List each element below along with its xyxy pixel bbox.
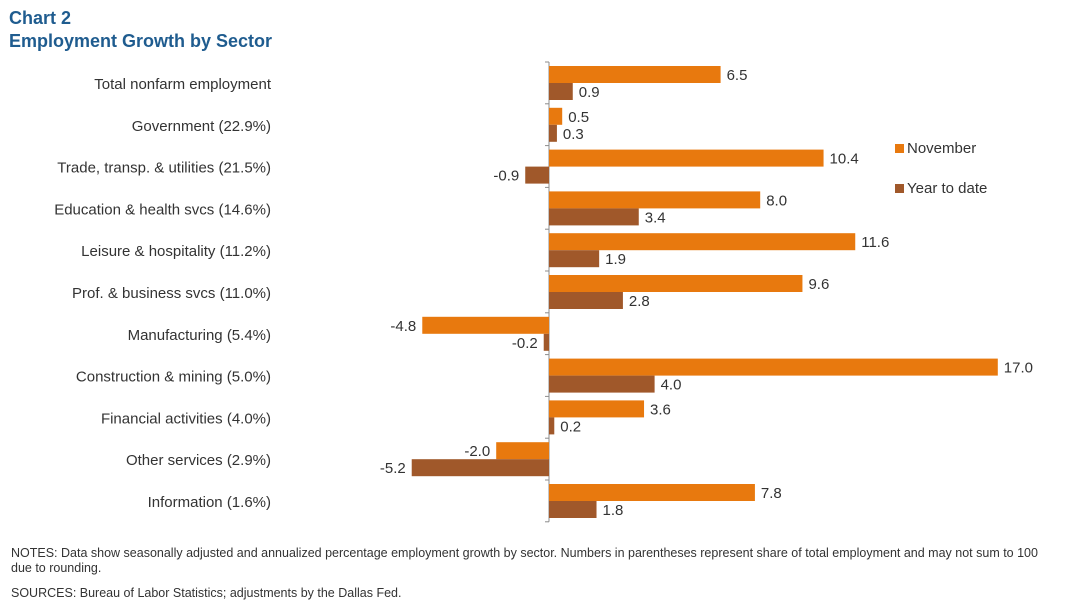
bar-chart: Total nonfarm employment 6.5 0.9 Government… <box>54 61 1033 523</box>
bar-year-to-date <box>549 375 655 393</box>
category-label: Information (1.6%) <box>148 494 271 511</box>
bar-year-to-date <box>411 459 549 477</box>
bar-november <box>496 442 549 460</box>
category-label: Education & health svcs (14.6%) <box>54 201 271 218</box>
category-label: Construction & mining (5.0%) <box>76 369 271 386</box>
category-label: Other services (2.9%) <box>126 452 271 469</box>
data-label: 1.9 <box>605 251 626 268</box>
chart-sources: SOURCES: Bureau of Labor Statistics; adj… <box>11 586 402 600</box>
bar-year-to-date <box>543 333 549 351</box>
data-label: 11.6 <box>861 234 889 251</box>
data-label: -0.9 <box>493 168 519 185</box>
data-label: 0.5 <box>568 109 589 126</box>
bar-year-to-date <box>549 501 597 518</box>
bar-november <box>549 484 755 501</box>
data-label: 0.9 <box>579 84 600 101</box>
data-label: 17.0 <box>1004 360 1033 377</box>
bar-november <box>549 66 721 83</box>
legend-swatch <box>895 184 904 193</box>
data-label: 0.2 <box>560 418 581 435</box>
category-label: Financial activities (4.0%) <box>101 410 271 427</box>
chart-notes: NOTES: Data show seasonally adjusted and… <box>11 546 1038 575</box>
legend-label: November <box>907 140 976 157</box>
bar-year-to-date <box>549 292 623 309</box>
bar-november <box>549 275 803 292</box>
data-label: 8.0 <box>766 192 787 209</box>
bar-november <box>549 107 563 125</box>
category-label: Government (22.9%) <box>132 118 271 135</box>
data-label: -5.2 <box>380 460 406 477</box>
data-label: 1.8 <box>603 502 624 519</box>
category-label: Manufacturing (5.4%) <box>128 327 271 344</box>
data-label: 0.3 <box>563 126 584 143</box>
data-label: 6.5 <box>727 67 748 84</box>
category-label: Total nonfarm employment <box>94 76 272 93</box>
bar-november <box>549 149 824 167</box>
category-label: Trade, transp. & utilities (21.5%) <box>57 160 271 177</box>
bar-november <box>549 191 761 209</box>
bar-year-to-date <box>549 250 600 268</box>
data-label: -2.0 <box>464 443 490 460</box>
data-label: 9.6 <box>808 276 829 293</box>
bar-november <box>549 233 856 251</box>
category-label: Leisure & hospitality (11.2%) <box>81 243 271 260</box>
bar-november <box>549 358 998 376</box>
data-label: 3.6 <box>650 401 671 418</box>
data-label: -4.8 <box>390 318 416 335</box>
title-block: Chart 2 Employment Growth by Sector <box>9 7 272 53</box>
chart-number: Chart 2 <box>9 8 72 28</box>
category-label: Prof. & business svcs (11.0%) <box>72 285 271 302</box>
data-label: 10.4 <box>830 151 859 168</box>
bar-year-to-date <box>549 124 557 142</box>
bar-year-to-date <box>525 166 549 184</box>
data-label: 4.0 <box>661 377 682 394</box>
bar-year-to-date <box>549 83 573 100</box>
data-label: 3.4 <box>645 209 666 226</box>
bar-year-to-date <box>549 417 555 435</box>
chart-title: Employment Growth by Sector <box>9 31 273 51</box>
bar-november <box>549 400 645 418</box>
data-label: 2.8 <box>629 293 650 310</box>
data-label: 7.8 <box>761 485 782 502</box>
bar-november <box>422 316 549 334</box>
legend-swatch <box>895 144 904 153</box>
legend-label: Year to date <box>907 180 987 197</box>
bar-year-to-date <box>549 208 639 226</box>
data-label: -0.2 <box>512 335 538 352</box>
